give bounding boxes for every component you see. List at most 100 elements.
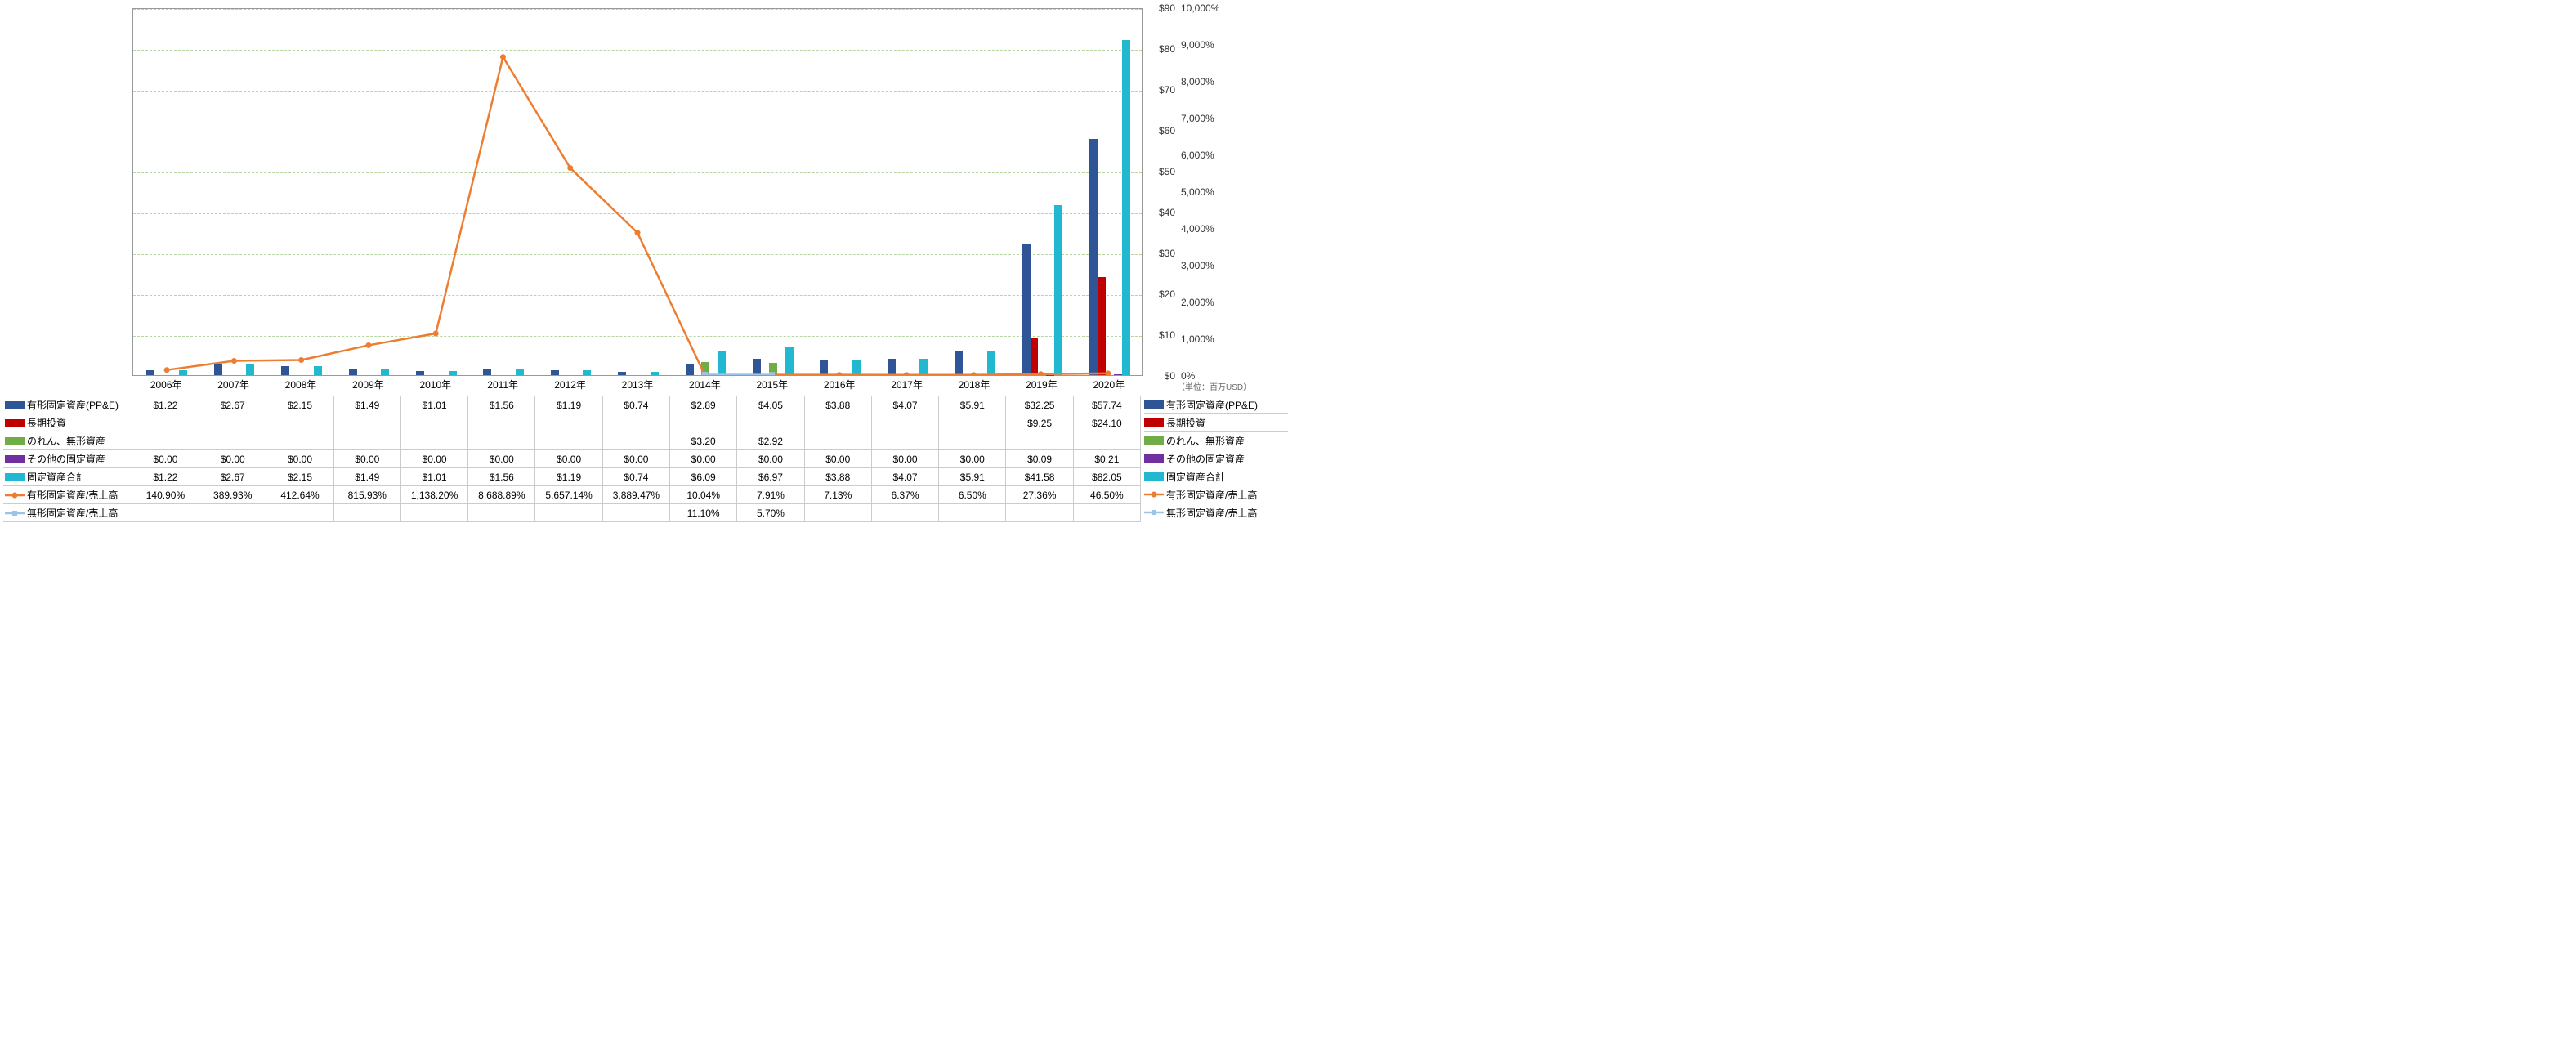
y-tick-left: $0 [1165, 370, 1175, 382]
table-row: 有形固定資産/売上高140.90%389.93%412.64%815.93%1,… [3, 486, 1141, 504]
x-tick: 2019年 [1026, 378, 1058, 391]
x-tick: 2014年 [689, 378, 721, 391]
year-slot [874, 9, 941, 375]
bar-total_fixed [449, 371, 457, 375]
cell: 1,138.20% [401, 486, 468, 503]
cell: $0.00 [132, 450, 199, 467]
cell: 46.50% [1074, 486, 1141, 503]
legend-icon [1144, 418, 1164, 427]
year-slot [268, 9, 335, 375]
bar-other_fixed [1114, 374, 1122, 375]
cell: $3.20 [670, 432, 737, 449]
cell: $82.05 [1074, 468, 1141, 485]
x-tick: 2016年 [824, 378, 856, 391]
cell: $0.00 [334, 450, 401, 467]
cell: $0.00 [603, 450, 670, 467]
cell [535, 432, 602, 449]
bar-ppe [753, 359, 761, 375]
legend-row: 長期投資 [1144, 414, 1288, 432]
row-label-text: 有形固定資産/売上高 [27, 488, 118, 502]
bar-total_fixed [583, 370, 591, 375]
legend-icon [5, 490, 25, 500]
y-tick-right: 2,000% [1181, 297, 1214, 308]
cell: $2.15 [266, 468, 333, 485]
cell [805, 414, 872, 432]
cell [603, 432, 670, 449]
table-row: 有形固定資産(PP&E)$1.22$2.67$2.15$1.49$1.01$1.… [3, 396, 1141, 414]
cell [199, 414, 266, 432]
cell: 8,688.89% [468, 486, 535, 503]
bar-ppe [686, 364, 694, 375]
y-tick-left: $60 [1159, 125, 1175, 136]
year-slot [807, 9, 874, 375]
x-tick: 2013年 [622, 378, 654, 391]
year-slot [672, 9, 739, 375]
x-tick: 2009年 [352, 378, 384, 391]
cell [939, 414, 1006, 432]
legend-row: のれん、無形資産 [1144, 432, 1288, 449]
cell: $6.97 [737, 468, 804, 485]
chart-container: $0$10$20$30$40$50$60$70$80$90 0%1,000%2,… [0, 0, 2576, 1051]
legend-label: その他の固定資産 [1166, 452, 1245, 466]
cell [132, 414, 199, 432]
cell [334, 432, 401, 449]
y-tick-left: $90 [1159, 2, 1175, 14]
cell: $2.67 [199, 396, 266, 414]
cell [1074, 432, 1141, 449]
cell: $0.00 [670, 450, 737, 467]
cell: 5,657.14% [535, 486, 602, 503]
year-slot [941, 9, 1008, 375]
cell [468, 414, 535, 432]
year-slot [537, 9, 604, 375]
cell [872, 504, 939, 521]
legend-row: 固定資産合計 [1144, 467, 1288, 485]
legend-icon [1144, 436, 1164, 445]
cell [535, 414, 602, 432]
legend-icon [5, 455, 25, 463]
bar-ppe [820, 360, 828, 375]
cell: $2.67 [199, 468, 266, 485]
x-tick: 2015年 [756, 378, 788, 391]
row-label-text: 固定資産合計 [27, 470, 86, 484]
bar-total_fixed [852, 360, 861, 375]
legend-label: 有形固定資産(PP&E) [1166, 398, 1258, 412]
legend-icon [1144, 490, 1164, 499]
cell [266, 504, 333, 521]
cell: $0.09 [1006, 450, 1073, 467]
cell: $1.49 [334, 396, 401, 414]
bar-total_fixed [246, 364, 254, 375]
cell [737, 414, 804, 432]
legend-icon [5, 508, 25, 518]
y-tick-left: $30 [1159, 248, 1175, 259]
row-label: のれん、無形資産 [3, 432, 132, 449]
cell: 6.50% [939, 486, 1006, 503]
bar-lt_invest [1098, 277, 1106, 376]
cell: $32.25 [1006, 396, 1073, 414]
year-slot [200, 9, 267, 375]
year-slot [133, 9, 200, 375]
x-tick: 2007年 [217, 378, 249, 391]
cell: $0.00 [468, 450, 535, 467]
cell [805, 432, 872, 449]
x-tick: 2006年 [150, 378, 182, 391]
cell [199, 432, 266, 449]
cell: 815.93% [334, 486, 401, 503]
cell: 11.10% [670, 504, 737, 521]
cell [132, 432, 199, 449]
y-tick-right: 6,000% [1181, 150, 1214, 161]
cell [266, 414, 333, 432]
year-slot [403, 9, 470, 375]
cell [401, 414, 468, 432]
row-label: 長期投資 [3, 414, 132, 432]
row-label-text: 有形固定資産(PP&E) [27, 398, 119, 412]
cell: $1.01 [401, 468, 468, 485]
legend-icon [1144, 400, 1164, 409]
cell: $4.07 [872, 468, 939, 485]
cell: $0.21 [1074, 450, 1141, 467]
year-slot [335, 9, 402, 375]
bar-ppe [1089, 139, 1098, 375]
cell: $0.00 [939, 450, 1006, 467]
cell: $1.22 [132, 468, 199, 485]
y-tick-right: 1,000% [1181, 333, 1214, 345]
y-tick-left: $10 [1159, 329, 1175, 341]
